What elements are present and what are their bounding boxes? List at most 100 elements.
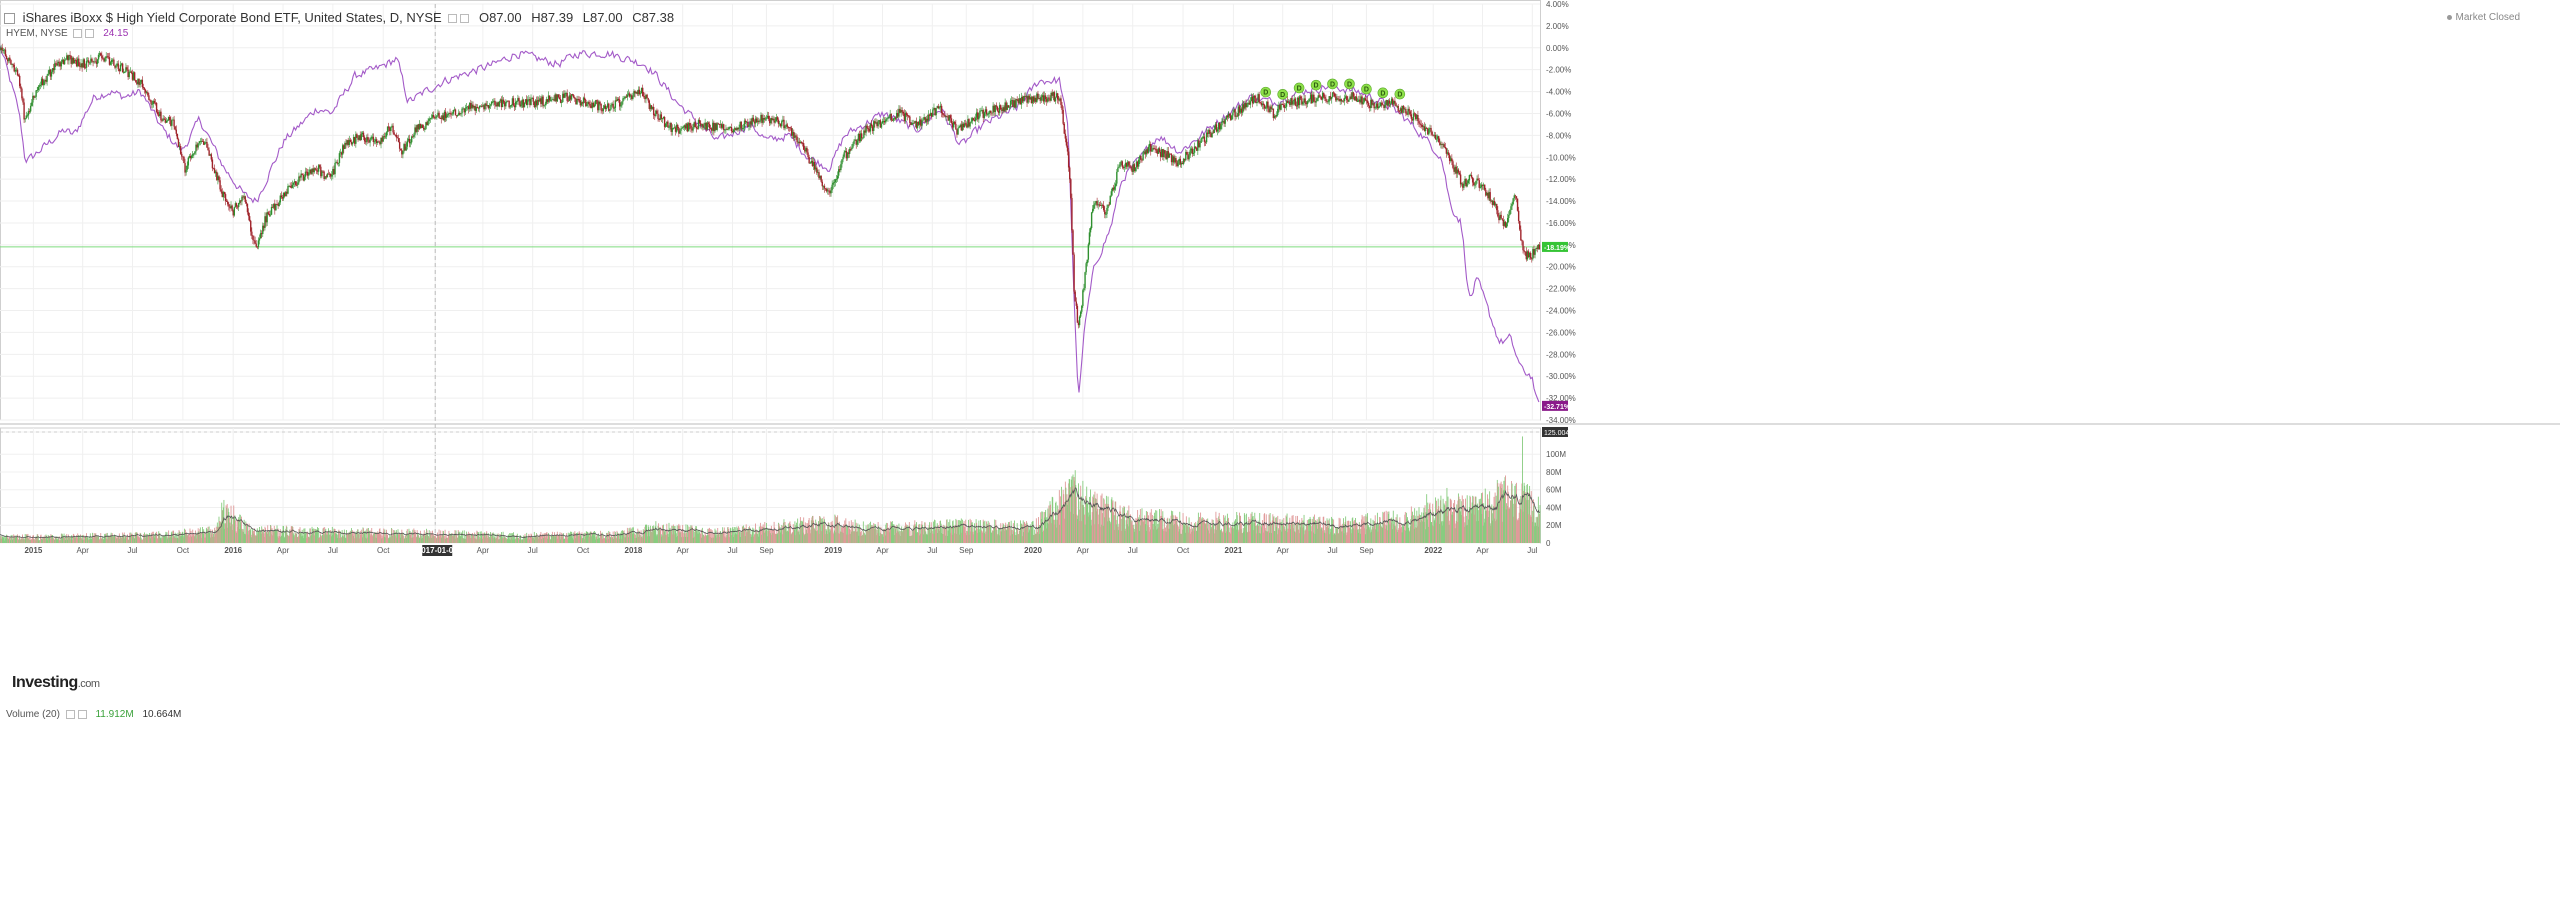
volume-bar [751, 531, 753, 543]
candle-body [1170, 154, 1173, 163]
volume-bar [89, 536, 91, 543]
volume-bar [946, 519, 948, 543]
volume-bar [970, 520, 972, 543]
candle-body [695, 126, 698, 129]
candle-body [1187, 154, 1189, 160]
candle-body [551, 99, 553, 101]
volume-bar [1020, 523, 1022, 543]
volume-bar [316, 531, 318, 543]
volume-bar [226, 507, 228, 543]
volume-bar [230, 505, 232, 543]
volume-bar [203, 537, 205, 543]
candle-body [794, 135, 796, 138]
volume-bar [655, 521, 657, 543]
candle-body [696, 128, 699, 130]
candle-body [1182, 158, 1185, 164]
candle-body [344, 143, 346, 150]
candle-body [142, 87, 145, 89]
volume-bar [839, 531, 841, 543]
volume-bar [643, 531, 645, 543]
candle-body [192, 154, 194, 156]
volume-bar [728, 528, 730, 543]
volume-bar [1018, 530, 1020, 543]
candle-body [110, 60, 113, 63]
volume-bar [628, 537, 629, 543]
candle-body [521, 99, 523, 105]
volume-bar [1106, 503, 1108, 543]
candle-body [421, 125, 424, 128]
volume-bar [481, 538, 483, 543]
volume-bar [765, 528, 767, 543]
volume-bar [787, 530, 789, 543]
compare-series-line [0, 45, 1540, 403]
volume-bar [937, 525, 939, 543]
candle-body [1272, 108, 1275, 119]
volume-bar [275, 530, 277, 543]
volume-bar [347, 534, 349, 543]
volume-bar [284, 530, 286, 543]
candle-body [1220, 125, 1222, 130]
volume-bar [710, 529, 712, 543]
volume-bar [93, 537, 95, 543]
candle-body [806, 147, 808, 153]
volume-bar [588, 537, 590, 543]
volume-bar [494, 538, 496, 543]
volume-bar [173, 535, 175, 543]
volume-bar [904, 526, 906, 543]
volume-bar [1055, 502, 1056, 543]
volume-bar [204, 537, 206, 543]
volume-bar [957, 526, 958, 543]
volume-bar [981, 530, 983, 543]
candle-body [19, 75, 21, 87]
volume-bar [934, 520, 936, 543]
volume-bar [262, 531, 264, 543]
volume-bar [1010, 528, 1012, 543]
candle-body [442, 115, 445, 121]
volume-bar [484, 532, 485, 543]
volume-bar [679, 525, 681, 543]
candle-body [62, 59, 65, 65]
volume-bar [244, 534, 246, 543]
volume-bar [658, 527, 660, 543]
candle-body [758, 120, 760, 122]
candle-body [902, 111, 905, 114]
volume-bar [306, 538, 308, 543]
volume-bar [199, 527, 201, 543]
volume-bar [749, 526, 750, 543]
volume-bar [138, 537, 140, 543]
candle-body [863, 130, 865, 138]
volume-bar [320, 534, 322, 543]
volume-bar [417, 533, 419, 543]
volume-bar [759, 529, 761, 543]
volume-bar [579, 532, 581, 543]
volume-bar [555, 535, 557, 543]
volume-bar [948, 528, 950, 543]
candle-body [731, 130, 734, 133]
volume-bar [161, 535, 163, 543]
candle-body [1077, 322, 1080, 326]
candle-body [1256, 102, 1258, 104]
candle-body [623, 98, 625, 99]
candle-body [452, 110, 454, 114]
volume-bar [625, 533, 627, 543]
candle-body [1118, 166, 1120, 168]
volume-bar [292, 533, 294, 543]
candle-body [231, 205, 233, 211]
candle-body [347, 140, 349, 145]
volume-bar [596, 538, 598, 543]
candle-body [266, 212, 268, 223]
volume-bar [210, 529, 212, 543]
candle-body [1393, 100, 1395, 105]
candle-body [978, 116, 980, 120]
candle-body [1040, 97, 1042, 101]
candle-body [665, 123, 667, 127]
candle-body [432, 114, 435, 118]
volume-bar [712, 537, 714, 543]
candle-body [813, 161, 816, 170]
volume-bar [586, 531, 588, 543]
candle-body [337, 162, 340, 164]
volume-bar [242, 529, 244, 543]
volume-bar [839, 533, 841, 543]
candle-body [982, 110, 984, 118]
